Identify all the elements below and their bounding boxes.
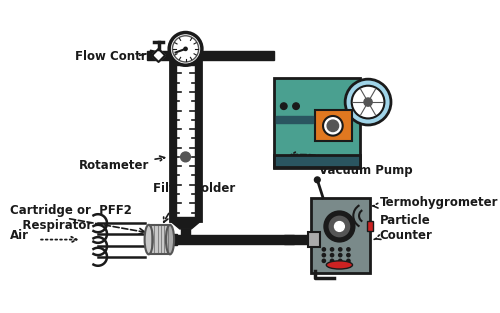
Polygon shape <box>147 51 274 59</box>
Circle shape <box>364 98 372 106</box>
Ellipse shape <box>166 225 174 254</box>
Bar <box>148 225 170 254</box>
Polygon shape <box>183 51 188 65</box>
Bar <box>274 155 360 167</box>
Circle shape <box>330 248 334 251</box>
Circle shape <box>330 217 349 236</box>
Text: Flow Control Valve: Flow Control Valve <box>75 49 199 63</box>
Bar <box>170 61 201 221</box>
Bar <box>274 78 360 167</box>
Polygon shape <box>284 235 312 244</box>
Circle shape <box>293 103 300 110</box>
Bar <box>315 110 352 141</box>
Circle shape <box>334 222 344 231</box>
Circle shape <box>322 248 326 251</box>
Text: Termohygrometer: Termohygrometer <box>373 196 498 209</box>
Text: Rotameter: Rotameter <box>79 156 164 172</box>
Circle shape <box>184 47 187 50</box>
Circle shape <box>322 259 326 263</box>
Circle shape <box>330 259 334 263</box>
Bar <box>176 65 196 217</box>
Circle shape <box>322 254 326 257</box>
Circle shape <box>347 259 350 263</box>
Circle shape <box>327 120 338 131</box>
Circle shape <box>330 254 334 257</box>
Polygon shape <box>169 234 177 245</box>
Polygon shape <box>276 116 313 122</box>
Text: Vacuum Pump: Vacuum Pump <box>291 152 412 177</box>
Circle shape <box>314 177 320 183</box>
Polygon shape <box>169 236 171 243</box>
Circle shape <box>323 116 342 136</box>
Circle shape <box>324 212 354 241</box>
Ellipse shape <box>326 261 352 269</box>
Polygon shape <box>170 221 201 229</box>
Text: Filter holder: Filter holder <box>153 182 235 222</box>
Polygon shape <box>182 229 190 239</box>
Circle shape <box>352 86 384 118</box>
Polygon shape <box>152 49 165 62</box>
Circle shape <box>338 248 342 251</box>
Circle shape <box>169 33 202 65</box>
Bar <box>311 198 370 273</box>
Text: Cartridge or  PFF2
   Respirator: Cartridge or PFF2 Respirator <box>10 204 132 232</box>
Circle shape <box>180 152 190 162</box>
Bar <box>308 232 320 247</box>
Circle shape <box>345 79 391 125</box>
Circle shape <box>172 36 199 62</box>
Polygon shape <box>168 235 294 244</box>
Circle shape <box>338 259 342 263</box>
Circle shape <box>347 254 350 257</box>
Text: Air: Air <box>10 229 29 242</box>
Text: Particle
Counter: Particle Counter <box>374 214 432 242</box>
Circle shape <box>347 248 350 251</box>
Circle shape <box>338 254 342 257</box>
Bar <box>367 221 373 231</box>
Ellipse shape <box>144 225 153 254</box>
Circle shape <box>280 103 287 110</box>
